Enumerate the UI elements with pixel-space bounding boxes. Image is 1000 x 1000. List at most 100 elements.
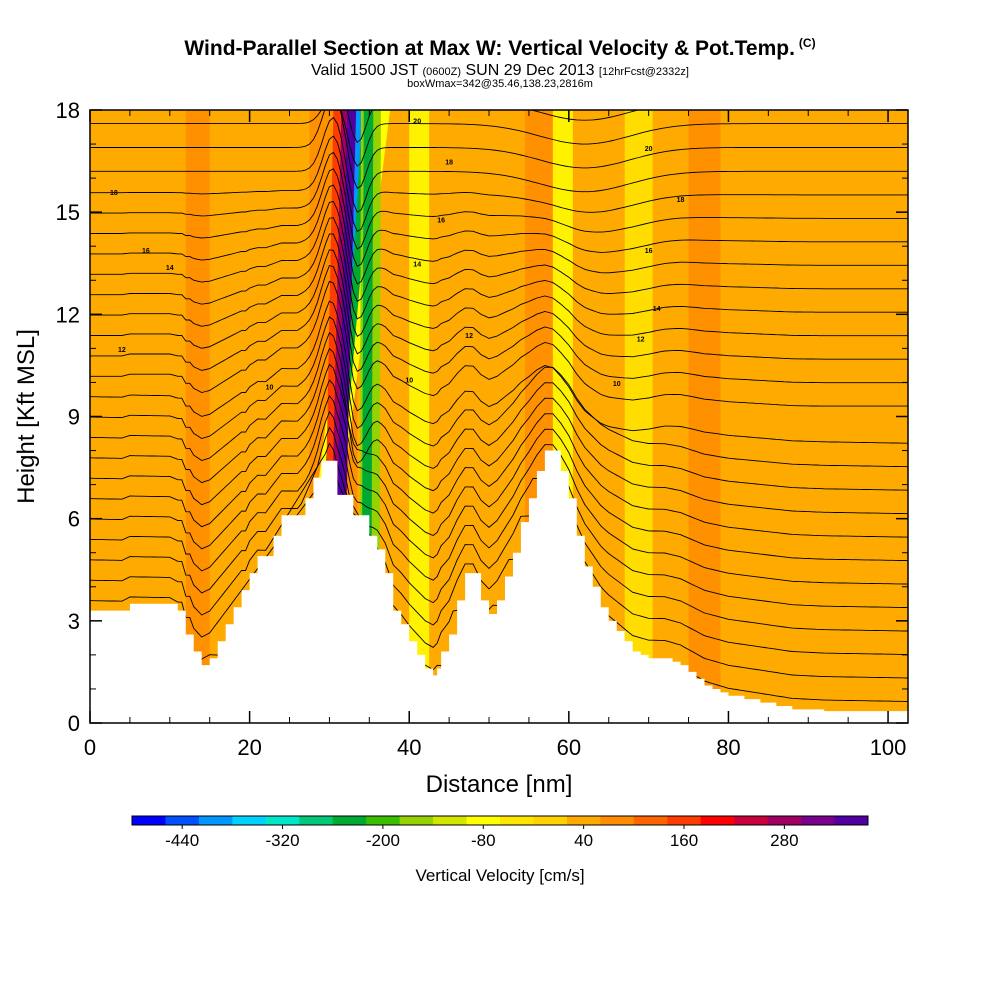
colorbar-swatch-19 (767, 816, 802, 825)
colorbar-tick-label-3: -80 (471, 831, 496, 850)
theta-contour-0 (197, 654, 908, 702)
theta-contour-8 (90, 347, 908, 515)
contour-label-1: 10 (405, 377, 413, 384)
colorbar-swatch-18 (734, 816, 769, 825)
colorbar: -440 -320 -200 -80 40 160 280 Vertical Velocity… (131, 815, 869, 885)
y-tick-label-4: 12 (56, 302, 80, 327)
contour-label-0: 10 (266, 384, 274, 391)
x-tick-label-2: 40 (397, 735, 421, 760)
colorbar-swatch-16 (667, 816, 702, 825)
colorbar-frame (131, 815, 869, 826)
x-tick-label-1: 20 (237, 735, 261, 760)
theta-contour-17 (90, 200, 908, 303)
colorbar-swatch-2 (198, 816, 233, 825)
theta-contour-2 (90, 442, 908, 655)
x-axis-label: Distance [nm] (426, 771, 573, 798)
theta-contour-12 (90, 280, 908, 407)
contour-label-7: 16 (645, 248, 653, 255)
chart-title: Wind-Parallel Section at Max W: Vertical… (0, 36, 1000, 61)
theta-contour-14 (90, 249, 908, 360)
theta-contour-9 (90, 332, 908, 491)
contour-label-8: 18 (445, 159, 453, 166)
axes: 0 20 40 60 80 100 0 3 6 9 12 15 18 Distance [nm] Heigh… (13, 98, 909, 798)
y-axis-label: Height [Kft MSL] (13, 329, 40, 504)
chart-subtitle: Valid 1500 JST (0600Z) SUN 29 Dec 2013 [… (0, 62, 1000, 80)
y-tick-label-3: 9 (68, 405, 80, 430)
colorbar-swatch-9 (433, 816, 468, 825)
theta-contour-7 (90, 363, 908, 538)
colorbar-swatch-14 (600, 816, 635, 825)
velocity-band-9 (688, 110, 721, 723)
colorbar-swatch-20 (801, 816, 836, 825)
theta-contour-13 (90, 265, 908, 384)
chart-title-main: Wind-Parallel Section at Max W: Vertical… (184, 37, 795, 60)
colorbar-swatch-21 (834, 816, 869, 825)
colorbar-swatch-1 (165, 816, 200, 825)
theta-contour-23 (90, 110, 908, 189)
velocity-band-13 (473, 110, 498, 723)
y-tick-label-1: 3 (68, 609, 80, 634)
velocity-band-8 (624, 110, 653, 723)
x-tick-label-5: 100 (870, 735, 907, 760)
colorbar-swatch-12 (533, 816, 568, 825)
valid-utc: (0600Z) (422, 66, 462, 78)
contour-label-6: 16 (437, 217, 445, 224)
theta-contour-20 (90, 151, 908, 250)
theta-contour-15 (90, 233, 908, 337)
theta-contour-21 (90, 135, 908, 233)
velocity-band-14 (776, 110, 889, 723)
colorbar-swatch-4 (265, 816, 300, 825)
theta-contour-4 (90, 410, 908, 609)
theta-contour-1 (90, 465, 908, 679)
colorbar-tick-label-4: 40 (574, 831, 593, 850)
velocity-band-1 (185, 110, 210, 723)
colorbar-swatch-11 (500, 816, 534, 825)
theta-label-5: 18 (110, 190, 118, 197)
colorbar-swatch-7 (366, 816, 401, 825)
colorbar-tick-label-5: 160 (670, 831, 698, 850)
contour-label-5: 14 (653, 306, 661, 313)
theta-contour-6 (90, 379, 908, 562)
y-tick-label-0: 0 (68, 711, 80, 736)
x-tick-label-4: 80 (716, 735, 740, 760)
theta-label-3: 14 (166, 265, 174, 272)
colorbar-swatch-6 (332, 816, 367, 825)
y-tick-label-5: 15 (56, 200, 80, 225)
copyright-mark: (C) (798, 36, 816, 50)
theta-contour-11 (90, 300, 908, 444)
velocity-band-4 (409, 110, 430, 723)
colorbar-swatch-8 (399, 816, 434, 825)
x-tick-label-3: 60 (557, 735, 581, 760)
colorbar-tick-label-6: 280 (770, 831, 798, 850)
valid-time: Valid 1500 JST (311, 62, 419, 79)
y-tick-label-2: 6 (68, 507, 80, 532)
contour-label-10: 20 (413, 119, 421, 126)
colorbar-swatch-15 (633, 816, 668, 825)
contour-label-2: 12 (465, 333, 473, 340)
theta-contour-19 (90, 168, 908, 268)
x-tick-label-0: 0 (84, 735, 96, 760)
colorbar-swatch-3 (232, 816, 267, 825)
terrain (90, 450, 908, 723)
y-tick-label-6: 18 (56, 98, 80, 123)
theta-contour-3 (90, 426, 908, 632)
theta-label-6: 20 (158, 98, 166, 105)
colorbar-swatch-10 (466, 816, 501, 825)
valid-date: SUN 29 Dec 2013 (465, 62, 595, 79)
colorbar-title: Vertical Velocity [cm/s] (415, 866, 584, 885)
theta-contour-18 (90, 184, 908, 285)
contour-label-11: 20 (645, 146, 653, 153)
theta-contour-22 (90, 116, 908, 213)
colorbar-tick-label-0: -440 (165, 831, 199, 850)
theta-contour-5 (90, 395, 908, 585)
colorbar-swatch-5 (299, 816, 334, 825)
contour-label-4: 14 (413, 262, 421, 269)
theta-contour-10 (90, 316, 908, 468)
colorbar-tick-label-1: -320 (266, 831, 300, 850)
colorbar-swatch-13 (566, 816, 601, 825)
colorbar-tick-label-2: -200 (366, 831, 400, 850)
box-wmax-info: boxWmax=342@35.46,138.23,2816m (407, 78, 593, 90)
contour-label-9: 18 (677, 197, 685, 204)
forecast-info: [12hrFcst@2332z] (598, 66, 689, 78)
